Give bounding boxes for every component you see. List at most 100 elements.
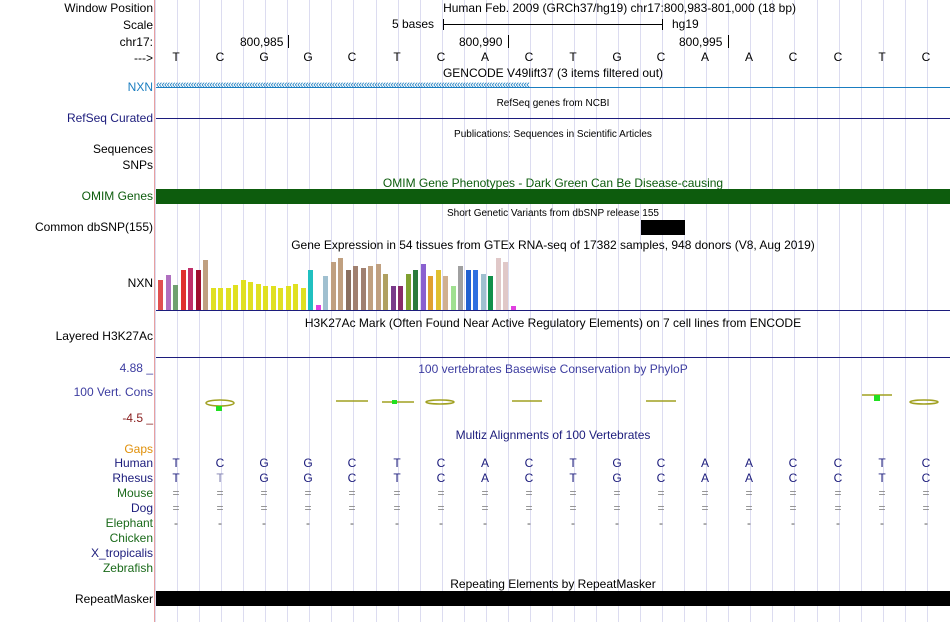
- gtex-tissue-bar[interactable]: [458, 266, 463, 310]
- grid-line: [839, 0, 840, 622]
- gtex-tissue-bar[interactable]: [315, 305, 321, 310]
- gtex-tissue-bar[interactable]: [420, 264, 426, 310]
- species-label-rhesus[interactable]: Rhesus: [112, 471, 153, 485]
- gtex-tissue-bar[interactable]: [263, 286, 268, 310]
- species-label-zebrafish[interactable]: Zebrafish: [102, 561, 153, 575]
- gtex-tissue-bar[interactable]: [195, 270, 201, 310]
- grid-line: [552, 0, 553, 622]
- gtex-tissue-bar[interactable]: [300, 288, 306, 310]
- base-letter: T: [878, 50, 886, 64]
- refseq-title[interactable]: RefSeq genes from NCBI: [496, 98, 610, 109]
- grid-line: [794, 0, 795, 622]
- gtex-tissue-bar[interactable]: [180, 270, 186, 310]
- gtex-tissue-bar[interactable]: [368, 266, 373, 310]
- gtex-tissue-bar[interactable]: [338, 258, 343, 310]
- gtex-tissue-bar[interactable]: [270, 286, 276, 310]
- gencode-gene-label[interactable]: NXN: [127, 80, 153, 94]
- gtex-tissue-bar[interactable]: [353, 266, 358, 310]
- gtex-title[interactable]: Gene Expression in 54 tissues from GTEx …: [291, 238, 815, 252]
- h3k27ac-label[interactable]: Layered H3K27Ac: [55, 329, 153, 343]
- gtex-tissue-bar[interactable]: [428, 276, 433, 310]
- species-label-x_tropicalis[interactable]: X_tropicalis: [90, 546, 153, 560]
- gtex-tissue-bar[interactable]: [330, 262, 336, 310]
- window-position-label[interactable]: Window Position: [64, 1, 153, 15]
- gtex-tissue-bar[interactable]: [240, 280, 246, 310]
- refseq-label[interactable]: RefSeq Curated: [66, 111, 153, 125]
- mouse-match: =: [789, 486, 797, 500]
- gtex-tissue-bar[interactable]: [405, 274, 411, 310]
- gtex-tissue-bar[interactable]: [495, 258, 501, 310]
- gtex-bar-chart[interactable]: [156, 252, 536, 310]
- publications-snps-label[interactable]: SNPs: [122, 158, 153, 172]
- cons-label[interactable]: 100 Vert. Cons: [73, 385, 153, 399]
- chrom-label[interactable]: chr17:: [119, 35, 153, 49]
- gtex-tissue-bar[interactable]: [398, 286, 403, 310]
- gtex-tissue-bar[interactable]: [165, 275, 171, 310]
- omim-gene-feature[interactable]: [156, 189, 950, 204]
- gtex-tissue-bar[interactable]: [255, 284, 261, 310]
- gtex-tissue-bar[interactable]: [278, 288, 283, 310]
- species-label-dog[interactable]: Dog: [130, 501, 153, 515]
- strand-arrow-label[interactable]: --->: [134, 51, 153, 65]
- conservation-plot[interactable]: [156, 390, 950, 416]
- gtex-tissue-bar[interactable]: [383, 274, 388, 310]
- gtex-tissue-bar[interactable]: [488, 276, 493, 310]
- gtex-tissue-bar[interactable]: [285, 286, 291, 310]
- repeatmasker-label[interactable]: RepeatMasker: [74, 592, 153, 606]
- elephant-gap: -: [262, 516, 266, 530]
- gtex-tissue-bar[interactable]: [503, 262, 508, 310]
- gtex-tissue-bar[interactable]: [390, 286, 396, 310]
- gtex-tissue-bar[interactable]: [293, 284, 298, 310]
- gtex-tissue-bar[interactable]: [203, 260, 208, 310]
- gtex-tissue-bar[interactable]: [308, 270, 313, 310]
- species-label-human[interactable]: Human: [114, 456, 153, 470]
- gtex-tissue-bar[interactable]: [218, 288, 223, 310]
- species-label-elephant[interactable]: Elephant: [105, 516, 153, 530]
- dbsnp-label[interactable]: Common dbSNP(155): [34, 220, 153, 234]
- gtex-tissue-bar[interactable]: [188, 268, 193, 310]
- gtex-tissue-bar[interactable]: [375, 264, 381, 310]
- gtex-tissue-bar[interactable]: [480, 274, 486, 310]
- gtex-tissue-bar[interactable]: [473, 270, 478, 310]
- refseq-gene-feature[interactable]: [156, 118, 950, 119]
- species-label-mouse[interactable]: Mouse: [116, 486, 153, 500]
- gtex-tissue-bar[interactable]: [210, 288, 216, 310]
- scale-label[interactable]: Scale: [122, 18, 153, 32]
- gtex-tissue-bar[interactable]: [450, 286, 456, 310]
- gtex-tissue-bar[interactable]: [443, 276, 448, 310]
- omim-label[interactable]: OMIM Genes: [81, 189, 153, 203]
- h3k27ac-title[interactable]: H3K27Ac Mark (Often Found Near Active Re…: [304, 316, 802, 330]
- gtex-tissue-bar[interactable]: [345, 270, 351, 310]
- gtex-tissue-bar[interactable]: [323, 276, 328, 310]
- gtex-tissue-bar[interactable]: [465, 270, 471, 310]
- conservation-title[interactable]: 100 vertebrates Basewise Conservation by…: [418, 362, 688, 376]
- grid-line: [287, 0, 288, 622]
- rhesus-base: C: [788, 471, 798, 485]
- gtex-tissue-bar[interactable]: [435, 270, 441, 310]
- dbsnp-variant[interactable]: [641, 220, 685, 235]
- gtex-label[interactable]: NXN: [127, 276, 153, 290]
- gencode-gene-feature[interactable]: ‹‹‹‹‹‹‹‹‹‹‹‹‹‹‹‹‹‹‹‹‹‹‹‹‹‹‹‹‹‹‹‹‹‹‹‹‹‹‹‹…: [156, 80, 950, 94]
- gtex-tissue-bar[interactable]: [248, 282, 253, 310]
- gtex-tissue-bar[interactable]: [225, 288, 231, 310]
- gtex-tissue-bar[interactable]: [510, 306, 516, 310]
- mouse-match: =: [569, 486, 577, 500]
- repeatmasker-feature[interactable]: [156, 591, 950, 606]
- publications-title[interactable]: Publications: Sequences in Scientific Ar…: [454, 129, 652, 140]
- human-base: A: [480, 456, 489, 470]
- publications-sequences-label[interactable]: Sequences: [92, 142, 153, 156]
- gtex-tissue-bar[interactable]: [173, 285, 178, 310]
- repeatmasker-title[interactable]: Repeating Elements by RepeatMasker: [450, 577, 656, 591]
- gaps-label[interactable]: Gaps: [124, 442, 153, 456]
- multiz-title[interactable]: Multiz Alignments of 100 Vertebrates: [455, 428, 651, 442]
- gtex-tissue-bar[interactable]: [233, 285, 238, 310]
- gtex-tissue-bar[interactable]: [413, 270, 418, 310]
- gtex-tissue-bar[interactable]: [360, 268, 366, 310]
- elephant-gap: -: [483, 516, 487, 530]
- gencode-title[interactable]: GENCODE V49lift37 (3 items filtered out): [442, 66, 664, 80]
- dog-match: =: [878, 501, 886, 515]
- species-label-chicken[interactable]: Chicken: [109, 531, 153, 545]
- dbsnp-title[interactable]: Short Genetic Variants from dbSNP releas…: [447, 208, 659, 219]
- gtex-tissue-bar[interactable]: [158, 280, 163, 310]
- omim-title[interactable]: OMIM Gene Phenotypes - Dark Green Can Be…: [382, 176, 724, 190]
